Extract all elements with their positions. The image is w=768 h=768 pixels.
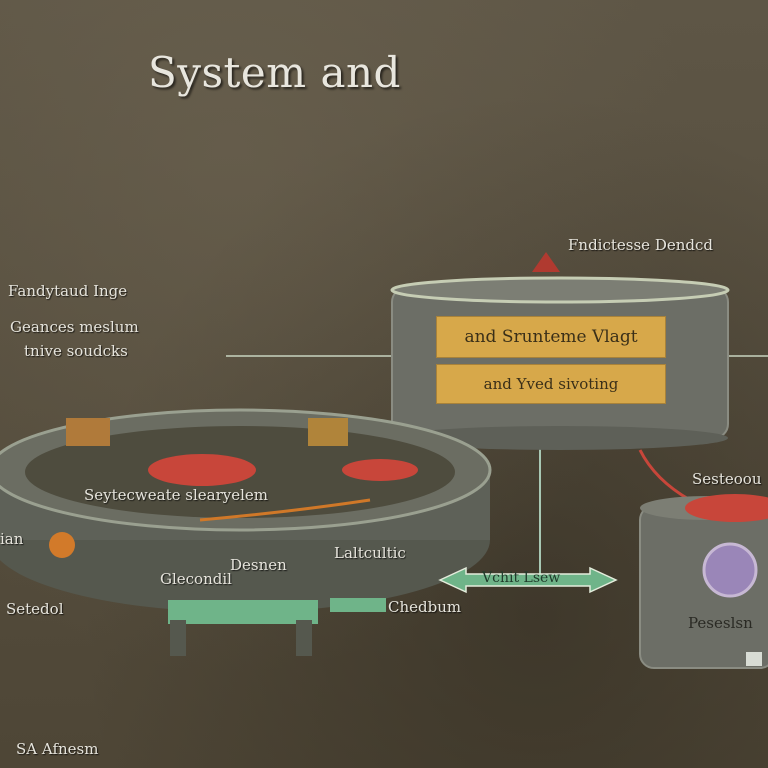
label-corner: SA Afnesm	[16, 740, 99, 758]
tank-base	[392, 426, 728, 450]
label-platform-right: Laltcultic	[334, 544, 406, 562]
label-left-3: tnive soudcks	[24, 342, 128, 360]
tank-banner-1: and Srunteme Vlagt	[436, 316, 666, 358]
label-platform-center: Seytecweate slearyelem	[84, 486, 268, 504]
right-red-disc	[685, 494, 768, 522]
red-disc-right	[342, 459, 418, 481]
double-arrow	[438, 566, 618, 594]
label-left-1: Fandytaud Inge	[8, 282, 128, 300]
label-right-top: Sesteoou	[692, 470, 762, 488]
label-left-edge: ian	[0, 530, 24, 548]
tank-banner-2: and Yved sivoting	[436, 364, 666, 404]
platform-leg-right	[296, 620, 312, 656]
box-left	[66, 418, 110, 446]
green-panel	[168, 600, 318, 624]
label-left-2: Geances meslum	[10, 318, 139, 336]
arrow-label: Vchit Lsew	[482, 570, 561, 586]
orange-line	[199, 498, 371, 522]
label-right-bottom: Peseslsn	[688, 614, 753, 632]
label-top-right: Fndictesse Dendcd	[568, 236, 713, 254]
orange-knob	[49, 532, 75, 558]
tank-rim	[390, 276, 730, 304]
diagram-title: System and	[148, 48, 401, 97]
green-strip	[330, 598, 386, 612]
small-device	[746, 652, 762, 666]
label-platform-front: Chedbum	[388, 598, 462, 616]
warning-marker	[532, 252, 560, 272]
storage-tank	[391, 287, 729, 439]
label-platform-low-1: Desnen	[230, 556, 287, 574]
label-platform-low-2: Glecondil	[160, 570, 232, 588]
platform-leg-left	[170, 620, 186, 656]
red-disc-left	[148, 454, 256, 486]
purple-orb	[702, 542, 758, 598]
red-pipe	[638, 449, 691, 502]
label-bottom-left: Setedol	[6, 600, 64, 618]
box-right	[308, 418, 348, 446]
